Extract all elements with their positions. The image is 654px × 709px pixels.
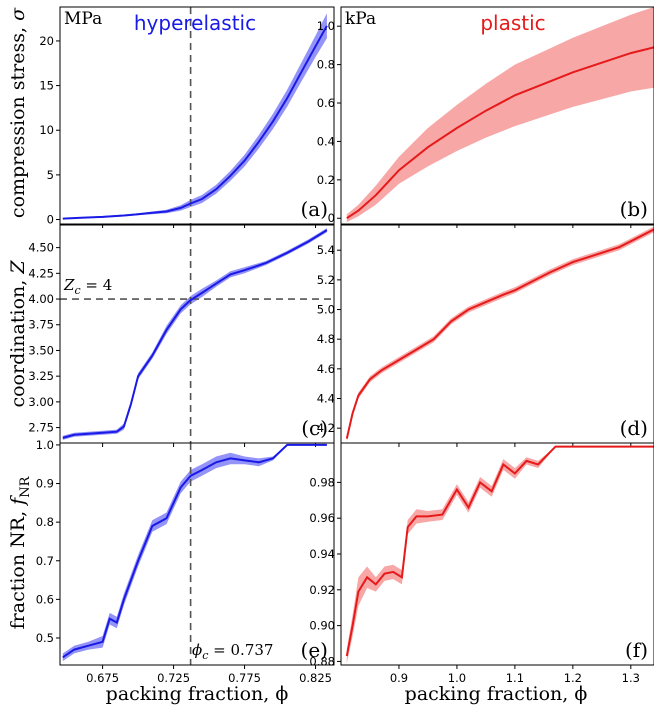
xtick-label: 0.775 xyxy=(228,671,261,685)
xtick-label: 1.3 xyxy=(622,671,640,685)
ytick-label: 4.4 xyxy=(317,392,335,406)
ytick-label: 5 xyxy=(47,168,54,182)
panel-label: (b) xyxy=(620,197,648,221)
panel-a: 0 5 10 15 20 (a) MPa hyperelastic xyxy=(39,6,335,228)
panel-label: (a) xyxy=(300,197,328,221)
ytick-label: 0.6 xyxy=(317,96,335,110)
panel-f: 0.88 0.90 0.92 0.94 0.96 0.98 0.9 1.0 1.1 1.2 1.3 (… xyxy=(309,442,654,685)
series-band-hyperelastic xyxy=(62,444,327,662)
ytick-label: 4.6 xyxy=(317,362,335,376)
ylabel-stress: compression stress, σ xyxy=(7,7,29,218)
ytick-label: 0.92 xyxy=(309,583,335,597)
ytick-label: 1.0 xyxy=(317,19,335,33)
plot-area xyxy=(345,445,654,664)
xtick-label: 0.9 xyxy=(390,671,408,685)
ytick-label: 4.50 xyxy=(28,241,54,255)
panel-label: (f) xyxy=(625,638,648,662)
plot-area xyxy=(62,443,327,665)
ytick-label: 3.00 xyxy=(28,395,54,409)
panel-e: 0.5 0.6 0.7 0.8 0.9 1.0 0.675 0.725 0.775 0.825 (e… xyxy=(36,438,335,685)
xtick-label: 0.675 xyxy=(86,671,119,685)
xtick-label: 1.0 xyxy=(448,671,466,685)
ytick-label: 0.94 xyxy=(309,547,335,561)
ytick-label: 1.0 xyxy=(36,438,54,452)
ytick-label: 0.8 xyxy=(36,515,54,529)
series-band-plastic xyxy=(346,446,654,664)
ylabel-coordination: coordination, Z xyxy=(7,260,29,408)
ytick-label: 0.88 xyxy=(309,654,335,668)
axes-frame xyxy=(59,224,335,444)
xtick-label: 1.1 xyxy=(506,671,524,685)
plot-area xyxy=(346,7,654,223)
ytick-label: 0.5 xyxy=(36,631,54,645)
ylabel-fraction: fraction NR, fNR xyxy=(7,475,33,629)
plot-area xyxy=(60,225,334,443)
ytick-label: 0.9 xyxy=(36,477,54,491)
ytick-label: 5.0 xyxy=(317,303,335,317)
ytick-label: 3.50 xyxy=(28,343,54,357)
ytick-label: 4.2 xyxy=(317,421,335,435)
series-line-hyperelastic xyxy=(62,25,328,220)
zc-annotation: Zc = 4 xyxy=(63,276,112,297)
ytick-label: 0.96 xyxy=(309,511,335,525)
material-label-plastic: plastic xyxy=(480,11,545,35)
ytick-label: 20 xyxy=(39,34,54,48)
ytick-label: 3.25 xyxy=(28,369,54,383)
panel-label: (e) xyxy=(301,638,328,662)
axes-frame xyxy=(340,6,654,225)
xtick-label: 0.725 xyxy=(157,671,190,685)
series-line-plastic xyxy=(345,445,654,657)
panel-d: 4.2 4.4 4.6 4.8 5.0 5.2 5.4 (d) xyxy=(317,224,654,447)
ytick-label: 4.8 xyxy=(317,332,335,346)
series-band-plastic xyxy=(346,7,654,223)
ytick-label: 5.4 xyxy=(317,243,335,257)
ytick-label: 0 xyxy=(47,213,54,227)
ytick-label: 3.75 xyxy=(28,318,54,332)
series-band-hyperelastic xyxy=(62,228,327,440)
plot-area xyxy=(62,7,328,224)
ytick-label: 0.8 xyxy=(317,58,335,72)
xtick-label: 0.825 xyxy=(299,671,332,685)
ytick-label: 4.25 xyxy=(28,266,54,280)
xlabel-right: packing fraction, ϕ xyxy=(405,683,588,705)
ytick-label: 0.7 xyxy=(36,554,54,568)
axes-frame xyxy=(59,442,335,666)
ytick-label: 4.00 xyxy=(28,292,54,306)
xlabel-left: packing fraction, ϕ xyxy=(106,683,289,705)
ytick-label: 0.2 xyxy=(317,173,335,187)
axes-frame xyxy=(340,224,654,444)
phic-annotation: ϕc = 0.737 xyxy=(192,641,273,662)
series-line-plastic xyxy=(345,228,654,439)
panel-label: (c) xyxy=(301,416,328,440)
series-line-plastic xyxy=(346,46,654,220)
ytick-label: 0.90 xyxy=(309,619,335,633)
ytick-label: 0.6 xyxy=(36,592,54,606)
series-band-plastic xyxy=(346,226,654,442)
ytick-label: 0.98 xyxy=(309,475,335,489)
series-line-hyperelastic xyxy=(62,443,327,659)
unit-mpa: MPa xyxy=(64,9,102,29)
material-label-hyperelastic: hyperelastic xyxy=(134,11,256,35)
ytick-label: 2.75 xyxy=(28,421,54,435)
xtick-label: 1.2 xyxy=(564,671,582,685)
ytick-label: 15 xyxy=(39,79,54,93)
series-band-hyperelastic xyxy=(62,13,327,220)
unit-kpa: kPa xyxy=(345,9,376,29)
panel-b: 0 0.2 0.4 0.6 0.8 1.0 (b) kPa plastic xyxy=(317,6,654,228)
ytick-label: 0.4 xyxy=(317,134,335,148)
ytick-label: 10 xyxy=(39,123,54,137)
panel-c: 2.75 3.00 3.25 3.50 3.75 4.00 4.25 4.50 (c) xyxy=(28,224,335,447)
panel-label: (d) xyxy=(620,416,648,440)
ytick-label: 0 xyxy=(328,211,335,225)
ytick-label: 5.2 xyxy=(317,273,335,287)
axes-frame xyxy=(59,6,335,225)
series-line-hyperelastic xyxy=(62,229,328,439)
plot-area xyxy=(345,226,654,442)
